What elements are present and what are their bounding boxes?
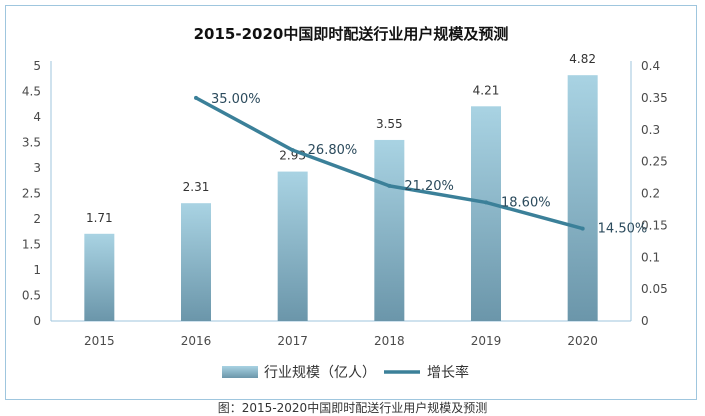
- y-right-tick-label: 0.3: [641, 123, 660, 137]
- bar: [277, 171, 308, 321]
- y-left-tick-label: 0: [33, 314, 41, 328]
- legend-line-label: 增长率: [427, 364, 469, 381]
- line-data-label: 18.60%: [501, 195, 551, 210]
- y-left-tick-label: 2.5: [22, 187, 41, 201]
- line-point: [290, 148, 295, 153]
- y-right-tick-label: 0.35: [641, 91, 668, 105]
- y-left-tick-label: 3.5: [22, 136, 41, 150]
- line-point: [580, 226, 585, 231]
- x-tick-label: 2016: [181, 334, 212, 348]
- line-series: 35.00% 26.80% 21.20% 18.60% 14.50%: [194, 92, 647, 237]
- bar-data-label: 3.55: [376, 117, 403, 131]
- bar: [471, 106, 501, 321]
- y-left-tick-label: 4.5: [22, 85, 41, 99]
- bar-data-label: 4.82: [569, 52, 596, 66]
- chart: 2015-2020中国即时配送行业用户规模及预测 0 0.5 1 1.5 2 2.5 3 3.…: [22, 25, 668, 381]
- bar: [84, 233, 115, 321]
- line-data-label: 26.80%: [308, 143, 358, 158]
- bar: [181, 203, 211, 321]
- y-left-tick-label: 5: [33, 59, 41, 73]
- line-data-label: 35.00%: [211, 92, 261, 107]
- y-right-tick-label: 0.05: [641, 282, 668, 296]
- y-left-tick-label: 3: [33, 161, 41, 175]
- bar-data-label: 2.31: [183, 180, 210, 194]
- y-right-tick-label: 0.4: [641, 59, 660, 73]
- bar-data-label: 1.71: [86, 211, 113, 225]
- chart-frame: 2015-2020中国即时配送行业用户规模及预测 0 0.5 1 1.5 2 2.5 3 3.…: [5, 5, 697, 400]
- y-left-tick-label: 0.5: [22, 289, 41, 303]
- bar-data-label: 4.21: [473, 83, 500, 97]
- line-data-label: 21.20%: [404, 179, 454, 194]
- x-tick-label: 2015: [84, 334, 115, 348]
- axes: 0 0.5 1 1.5 2 2.5 3 3.5 4 4.5 5 0 0.05 0.1 0.15 0.2 0.25…: [22, 59, 668, 348]
- figure-caption: 图：2015-2020中国即时配送行业用户规模及预测: [217, 401, 488, 415]
- y-right-tick-label: 0: [641, 314, 649, 328]
- y-left-tick-label: 4: [33, 110, 41, 124]
- chart-title: 2015-2020中国即时配送行业用户规模及预测: [194, 25, 509, 43]
- bar: [567, 75, 598, 322]
- y-right-tick-label: 0.2: [641, 187, 660, 201]
- y-right-tick-label: 0.15: [641, 218, 668, 232]
- line-point: [387, 183, 392, 188]
- line-point: [484, 200, 488, 205]
- y-left-tick-label: 1: [33, 263, 41, 277]
- y-left-tick-label: 1.5: [22, 238, 41, 252]
- y-right-tick-label: 0.1: [641, 250, 660, 264]
- x-tick-label: 2017: [277, 334, 308, 348]
- bar: [374, 139, 405, 321]
- x-tick-label: 2019: [471, 334, 502, 348]
- legend: 行业规模（亿人） 增长率: [222, 364, 469, 381]
- bar-series: 1.712.312.933.554.214.82: [84, 52, 598, 322]
- legend-bar-label: 行业规模（亿人）: [264, 365, 376, 381]
- y-right-tick-label: 0.25: [641, 155, 668, 169]
- x-tick-label: 2020: [567, 334, 598, 348]
- line-data-label: 14.50%: [598, 222, 648, 237]
- y-left-tick-label: 2: [33, 212, 41, 226]
- legend-bar-swatch: [222, 366, 258, 378]
- x-tick-label: 2018: [374, 334, 405, 348]
- line-point: [194, 95, 198, 100]
